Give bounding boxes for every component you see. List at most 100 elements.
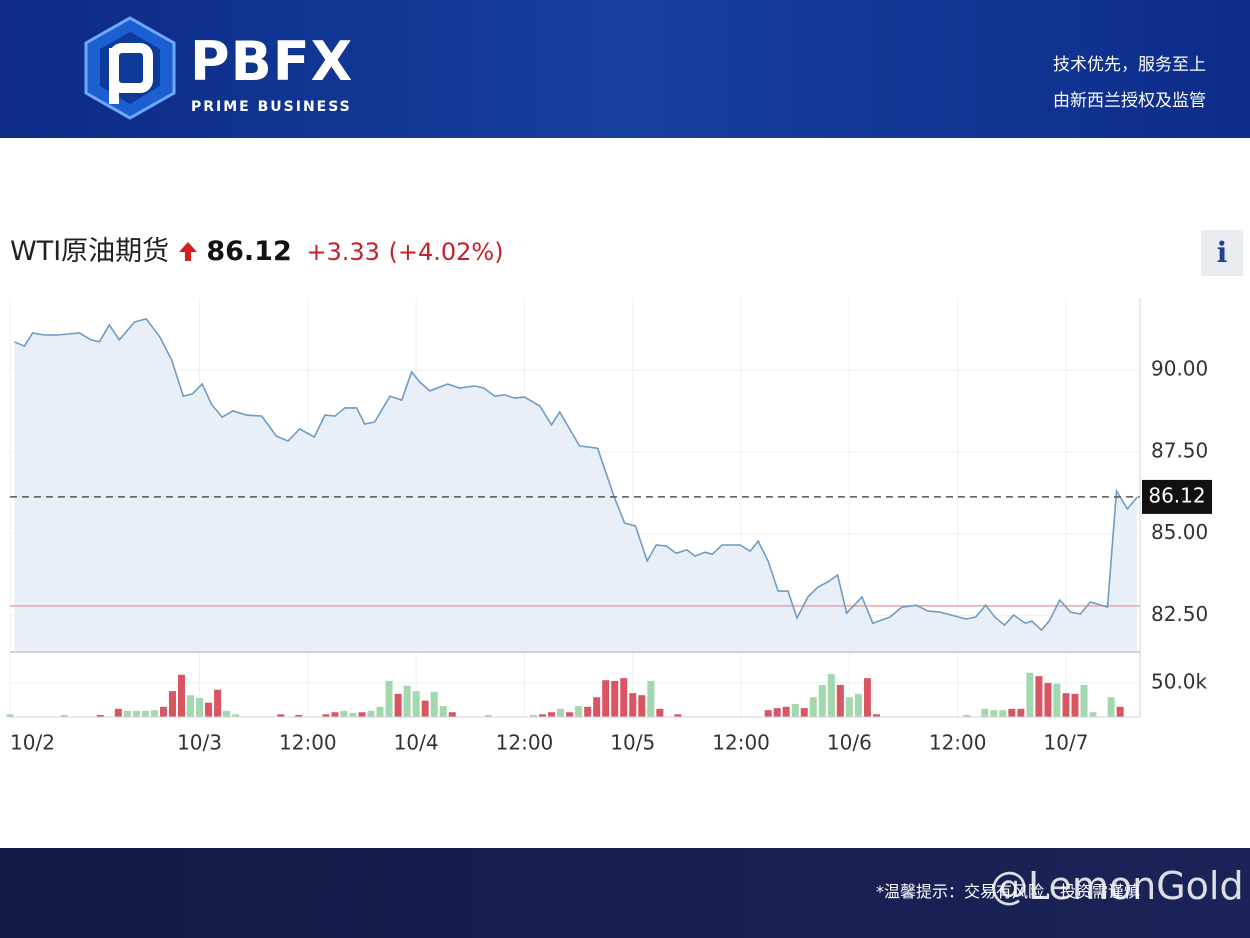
x-tick-label: 10/2 <box>10 731 55 755</box>
price-line <box>14 317 1138 632</box>
banner: PBFX PRIME BUSINESS 技术优先，服务至上 由新西兰授权及监管 <box>0 0 1250 138</box>
x-tick-label: 12:00 <box>712 731 770 755</box>
notice: *温馨提示：交易有风险，投资需谨慎 <box>876 882 1141 901</box>
volume-bar <box>168 691 176 717</box>
x-tick-label: 10/7 <box>1044 731 1089 755</box>
volume-bar <box>123 710 131 717</box>
volume-bar <box>6 714 14 717</box>
slogan: 由新西兰授权及监管 <box>1053 91 1206 111</box>
volume-bar <box>1035 676 1043 717</box>
volume-bar <box>981 708 989 717</box>
volume-bar <box>584 706 592 717</box>
watermark: @LemonGold <box>990 864 1244 908</box>
volume-bar <box>159 706 167 717</box>
volume-bar <box>448 712 456 717</box>
volume-bar <box>611 680 619 717</box>
last-price-tag <box>1142 479 1212 514</box>
brand: PBFX <box>190 30 354 93</box>
volume-bar <box>439 706 447 717</box>
y-tick-label: 50.0k <box>1151 669 1208 693</box>
y-tick-label: 85.00 <box>1151 520 1208 544</box>
volume-bar <box>674 714 682 717</box>
last-price: 86.12 <box>206 236 292 267</box>
volume-bar <box>782 706 790 717</box>
volume-bar <box>836 684 844 717</box>
volume-bar <box>809 697 817 717</box>
volume-bar <box>430 691 438 717</box>
x-tick-label: 10/5 <box>610 731 655 755</box>
volume-bar <box>232 714 240 717</box>
volume-bar <box>412 691 420 717</box>
last-price-label: 86.12 <box>1148 483 1205 507</box>
chart-title-row: WTI原油期货 86.12 +3.33 (+4.02%) <box>10 229 504 268</box>
volume-bar <box>963 714 971 717</box>
volume-bar <box>1107 697 1115 717</box>
volume-bar <box>484 714 492 717</box>
volume-bar <box>295 714 303 717</box>
volume-bar <box>403 685 411 717</box>
volume-bar <box>999 710 1007 717</box>
volume-bar <box>340 710 348 717</box>
volume-bar <box>773 708 781 717</box>
x-tick-label: 12:00 <box>929 731 987 755</box>
volume-bar <box>1017 708 1025 717</box>
change: +3.33 <box>306 238 380 266</box>
volume-bar <box>1008 708 1016 717</box>
volume-bar <box>114 708 122 717</box>
volume-bar <box>1116 706 1124 717</box>
volume-bar <box>990 710 998 717</box>
x-tick-label: 10/4 <box>394 731 439 755</box>
volume-bar <box>177 674 185 717</box>
change-percent: (+4.02%) <box>388 238 504 266</box>
up-arrow <box>178 242 197 261</box>
volume-bar <box>349 712 357 717</box>
volume-bar <box>376 706 384 717</box>
x-tick-label: 10/6 <box>827 731 872 755</box>
volume-bar <box>827 674 835 717</box>
volume-bar <box>1026 672 1034 717</box>
volume-bar <box>656 708 664 717</box>
volume-bar <box>1053 683 1061 717</box>
volume-bar <box>764 710 772 717</box>
tagline: PRIME BUSINESS <box>191 99 352 115</box>
volume-bar <box>566 712 574 717</box>
info-button[interactable]: i <box>1201 230 1243 276</box>
volume-bar <box>367 710 375 717</box>
volume-bar <box>214 689 222 717</box>
volume-bar <box>629 693 637 717</box>
volume-bar <box>132 710 140 717</box>
volume-bar <box>818 684 826 717</box>
y-tick-label: 90.00 <box>1151 356 1208 380</box>
chart-title: WTI原油期货 <box>10 236 170 267</box>
footer: *温馨提示：交易有风险，投资需谨慎 @LemonGold <box>0 848 1250 938</box>
area <box>14 318 1138 652</box>
volume-bar <box>845 697 853 717</box>
volume-bar <box>647 680 655 717</box>
volume-bar <box>205 702 213 717</box>
volume-bar <box>557 708 565 717</box>
volume-bar <box>187 695 195 717</box>
volume-bar <box>863 678 871 717</box>
volume-bar <box>548 712 556 717</box>
y-tick-label: 82.50 <box>1151 602 1208 626</box>
volume-bar <box>1080 684 1088 717</box>
logo-icon <box>84 16 176 120</box>
volume-bar <box>196 697 204 717</box>
volume-bar <box>277 714 285 717</box>
volume-bar <box>150 710 158 717</box>
volume-bar <box>331 712 339 717</box>
volume-bar <box>1044 682 1052 717</box>
volume-bar <box>96 714 104 717</box>
volume-bar <box>141 710 149 717</box>
volume-bar <box>575 706 583 717</box>
volume-bar <box>593 697 601 717</box>
volume-bar <box>529 714 537 717</box>
volume-bar <box>1071 693 1079 717</box>
volume-bar <box>60 714 68 717</box>
volume-bar <box>620 678 628 717</box>
volume-bar <box>1062 693 1070 717</box>
volume-bar <box>358 712 366 717</box>
slogan: 技术优先，服务至上 <box>1053 55 1206 75</box>
x-tick-label: 12:00 <box>279 731 337 755</box>
